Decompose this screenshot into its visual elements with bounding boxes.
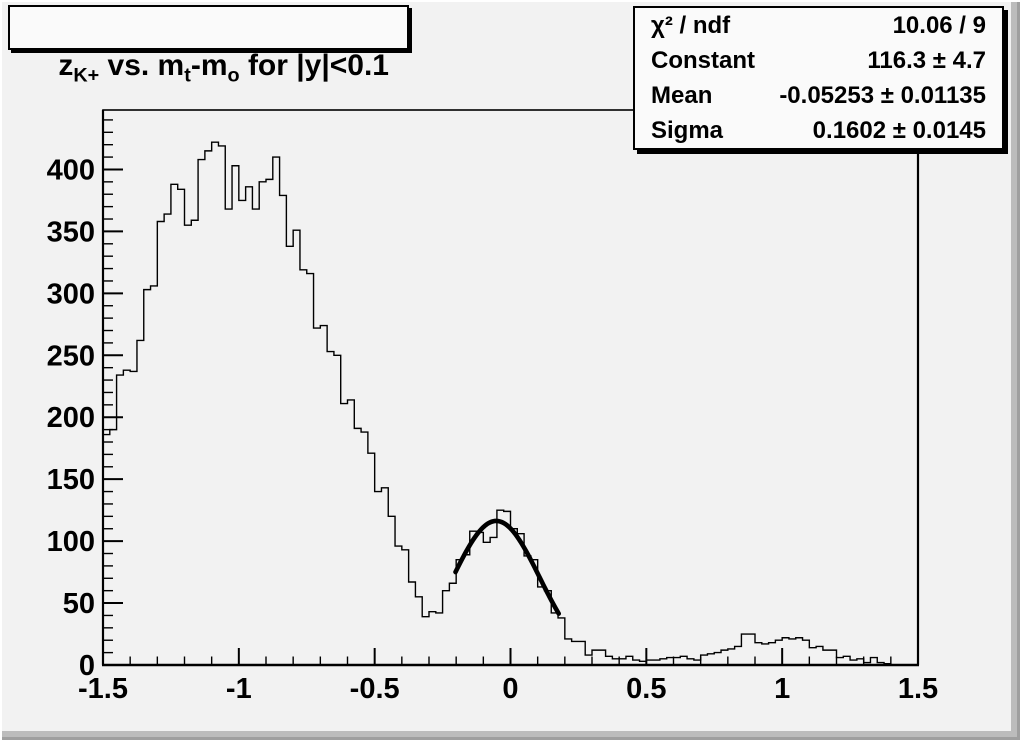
svg-text:0: 0 (79, 650, 95, 682)
mean-row: Mean -0.05253 ± 0.01135 (635, 78, 1002, 113)
title-box[interactable]: zK+ vs. mt-mo for |y|<0.1 (8, 5, 409, 87)
svg-text:400: 400 (47, 154, 95, 186)
constant-label: Constant (651, 46, 755, 74)
title-segment: -m (190, 49, 228, 82)
constant-row: Constant 116.3 ± 4.7 (635, 43, 1002, 78)
x-axis-labels: -1.5 -1 -0.5 0 0.5 1 1.5 (78, 673, 938, 705)
svg-text:350: 350 (47, 216, 95, 248)
y-axis-labels: 0 50 100 150 200 250 300 350 400 (47, 154, 95, 682)
chi2-label: χ² / ndf (651, 11, 731, 39)
title-subscript: t (184, 64, 191, 87)
svg-text:200: 200 (47, 402, 95, 434)
title-segment: vs. m (99, 49, 185, 82)
fit-stats-box[interactable]: χ² / ndf 10.06 / 9 Constant 116.3 ± 4.7 … (633, 6, 1004, 150)
svg-text:-0.5: -0.5 (350, 673, 400, 705)
svg-text:1.5: 1.5 (898, 673, 938, 705)
sigma-label: Sigma (651, 116, 724, 144)
svg-text:300: 300 (47, 278, 95, 310)
chi2-row: χ² / ndf 10.06 / 9 (635, 8, 1002, 43)
svg-text:50: 50 (63, 588, 95, 620)
y-axis-ticks (103, 119, 123, 654)
title-segment: for |y|<0.1 (239, 49, 389, 82)
svg-text:100: 100 (47, 526, 95, 558)
chi2-value: 10.06 / 9 (892, 11, 986, 39)
sigma-value: 0.1602 ± 0.0145 (812, 116, 986, 144)
svg-text:0.5: 0.5 (626, 673, 666, 705)
mean-value: -0.05253 ± 0.01135 (779, 81, 986, 109)
mean-label: Mean (651, 81, 713, 109)
title-subscript: o (227, 64, 240, 87)
title-subscript: K+ (73, 64, 100, 87)
svg-text:250: 250 (47, 340, 95, 372)
svg-text:-1: -1 (226, 673, 252, 705)
sigma-row: Sigma 0.1602 ± 0.0145 (635, 113, 1002, 148)
title-segment: z (58, 49, 74, 82)
svg-text:150: 150 (47, 464, 95, 496)
gaussian-fit-curve (453, 518, 562, 616)
histogram-outline (102, 141, 918, 666)
svg-text:-1.5: -1.5 (78, 673, 128, 705)
svg-text:1: 1 (774, 673, 790, 705)
x-axis-ticks (102, 648, 919, 665)
svg-text:0: 0 (502, 673, 518, 705)
constant-value: 116.3 ± 4.7 (867, 46, 986, 74)
